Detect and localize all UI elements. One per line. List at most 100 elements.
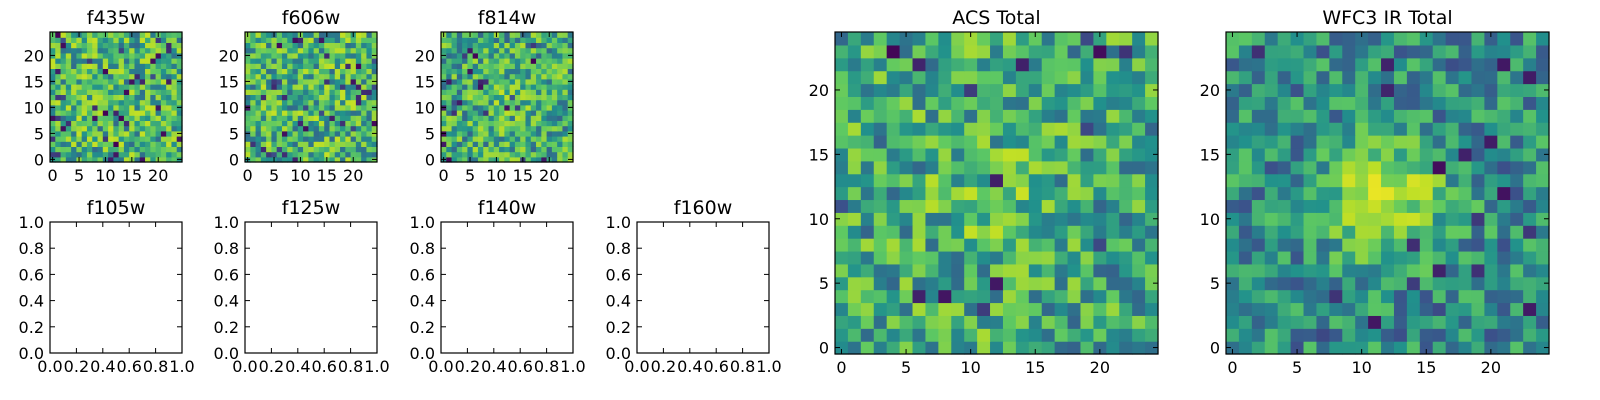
heatmap-cell bbox=[504, 125, 511, 132]
heatmap-cell bbox=[567, 63, 574, 69]
heatmap-cell bbox=[65, 37, 72, 43]
heatmap-cell bbox=[55, 89, 62, 95]
heatmap-cell bbox=[139, 110, 146, 116]
heatmap-cell bbox=[488, 141, 495, 147]
heatmap-cell bbox=[1054, 160, 1069, 175]
heatmap-cell bbox=[1264, 109, 1279, 123]
heatmap-cell bbox=[964, 341, 978, 355]
heatmap-cell bbox=[835, 302, 849, 316]
heatmap-cell bbox=[271, 115, 278, 121]
heatmap-cell bbox=[483, 120, 490, 127]
heatmap-cell bbox=[557, 104, 564, 111]
heatmap-cell bbox=[81, 104, 88, 111]
heatmap-cell bbox=[1458, 199, 1473, 213]
heatmap-cell bbox=[451, 89, 458, 95]
heatmap-cell bbox=[92, 94, 99, 101]
heatmap-cell bbox=[1406, 186, 1421, 201]
heatmap-cell bbox=[60, 58, 67, 64]
heatmap-cell bbox=[355, 130, 362, 137]
heatmap-cell bbox=[1303, 70, 1318, 85]
heatmap-cell bbox=[308, 73, 315, 80]
heatmap-cell bbox=[1119, 289, 1133, 304]
heatmap-cell bbox=[1523, 250, 1537, 265]
heatmap-cell bbox=[925, 315, 939, 329]
heatmap-cell bbox=[1290, 57, 1305, 72]
heatmap-cell bbox=[912, 83, 927, 97]
heatmap-cell bbox=[847, 186, 862, 201]
heatmap-cell bbox=[499, 89, 505, 95]
heatmap-cell bbox=[530, 151, 537, 158]
heatmap-cell bbox=[123, 42, 130, 49]
heatmap-cell bbox=[520, 52, 527, 59]
heatmap-cell bbox=[1067, 122, 1082, 136]
heatmap-cell bbox=[925, 250, 939, 265]
heatmap-cell bbox=[886, 263, 901, 278]
heatmap-cell bbox=[81, 115, 88, 121]
heatmap-cell bbox=[530, 125, 537, 132]
heatmap-cell bbox=[1041, 341, 1056, 355]
heatmap-cell bbox=[287, 42, 294, 49]
heatmap-cell bbox=[1445, 122, 1460, 136]
heatmap-cell bbox=[1119, 186, 1133, 201]
heatmap-cell bbox=[493, 68, 500, 75]
heatmap-cell bbox=[964, 173, 978, 188]
heatmap-cell bbox=[134, 125, 141, 132]
heatmap-cell bbox=[1368, 122, 1382, 136]
y-tick-label: 20 bbox=[24, 46, 44, 65]
heatmap-cell bbox=[1406, 328, 1421, 342]
heatmap-cell bbox=[462, 63, 468, 69]
heatmap-cell bbox=[1510, 83, 1524, 97]
heatmap-cell bbox=[166, 37, 173, 43]
heatmap-cell bbox=[467, 42, 474, 49]
heatmap-cell bbox=[530, 73, 537, 80]
heatmap-cell bbox=[546, 120, 553, 127]
heatmap-cell bbox=[446, 104, 453, 111]
heatmap-cell bbox=[318, 136, 325, 142]
heatmap-cell bbox=[977, 160, 991, 175]
heatmap-cell bbox=[951, 160, 965, 175]
heatmap-cell bbox=[551, 130, 558, 137]
heatmap-cell bbox=[1355, 212, 1369, 226]
heatmap-cell bbox=[462, 110, 468, 116]
heatmap-cell bbox=[76, 125, 83, 132]
heatmap-cell bbox=[1238, 135, 1253, 149]
heatmap-cell bbox=[1067, 199, 1082, 213]
heatmap-cell bbox=[446, 84, 453, 90]
heatmap-cell bbox=[886, 199, 901, 213]
heatmap-cell bbox=[1329, 32, 1343, 46]
heatmap-cell bbox=[1145, 32, 1159, 46]
heatmap-cell bbox=[1316, 289, 1330, 304]
heatmap-cell bbox=[488, 104, 495, 111]
heatmap-cell bbox=[139, 151, 146, 158]
heatmap-cell bbox=[1093, 250, 1107, 265]
heatmap-cell bbox=[1264, 160, 1279, 175]
heatmap-cell bbox=[1041, 289, 1056, 304]
heatmap-cell bbox=[551, 47, 558, 54]
heatmap-cell bbox=[318, 78, 325, 85]
heatmap-cell bbox=[1119, 135, 1133, 149]
heatmap-cell bbox=[562, 84, 569, 90]
heatmap-cell bbox=[313, 73, 320, 80]
heatmap-cell bbox=[1445, 44, 1460, 59]
heatmap-cell bbox=[1316, 238, 1330, 252]
axes-frame bbox=[1225, 31, 1550, 355]
heatmap-cell bbox=[108, 156, 114, 163]
heatmap-cell bbox=[97, 58, 104, 64]
heatmap-cell bbox=[266, 63, 272, 69]
heatmap-cell bbox=[345, 42, 352, 49]
heatmap-cell bbox=[520, 136, 527, 142]
heatmap-cell bbox=[155, 42, 162, 49]
heatmap-cell bbox=[499, 125, 505, 132]
heatmap-cell bbox=[1251, 147, 1266, 162]
heatmap-cell bbox=[1080, 173, 1094, 188]
heatmap-cell bbox=[313, 68, 320, 75]
heatmap-cell bbox=[329, 58, 336, 64]
heatmap-cell bbox=[1041, 57, 1056, 72]
y-tick-label: 15 bbox=[415, 72, 435, 91]
heatmap-cell bbox=[355, 47, 362, 54]
heatmap-cell bbox=[160, 52, 167, 59]
heatmap-cell bbox=[860, 160, 875, 175]
heatmap-cell bbox=[472, 125, 479, 132]
heatmap-cell bbox=[1226, 70, 1240, 85]
heatmap-cell bbox=[977, 32, 991, 46]
